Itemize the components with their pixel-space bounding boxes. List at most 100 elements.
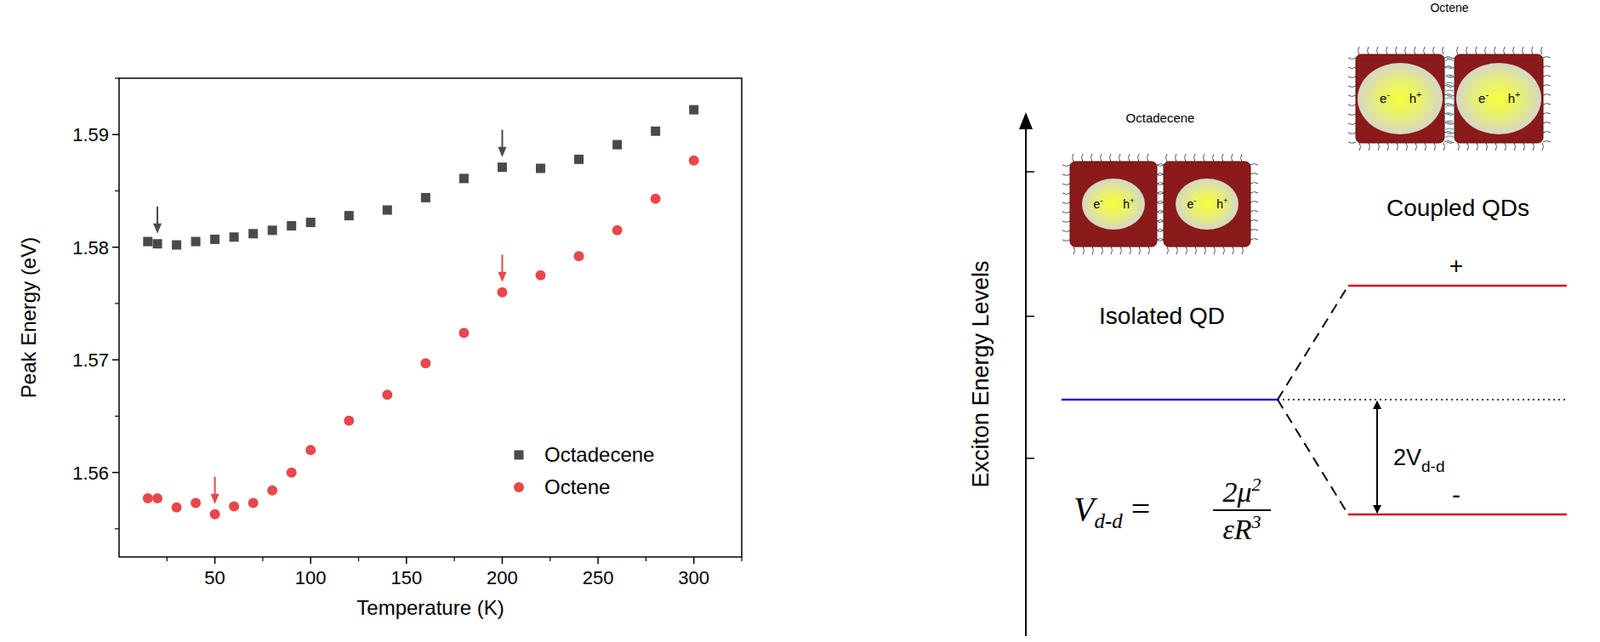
legend-marker [514, 450, 524, 461]
y-tick-label: 1.57 [72, 349, 109, 371]
quantum-dot: e-h+ [1062, 153, 1165, 255]
data-point [248, 228, 258, 239]
ligands [1348, 46, 1452, 151]
upper-level-sign: + [1449, 252, 1464, 280]
reference-level [1277, 398, 1567, 401]
electron-charge: - [1386, 89, 1390, 100]
electron-charge: - [1099, 195, 1103, 205]
data-point [267, 225, 278, 235]
electron-charge: - [1193, 195, 1196, 205]
solvent-label: Octadecene [1126, 110, 1196, 126]
x-tick [693, 557, 695, 564]
series-1 [142, 155, 700, 520]
data-point [381, 389, 393, 400]
quantum-dot: e-h+ [1446, 46, 1551, 151]
hole-symbol: h [1508, 91, 1515, 106]
formula-denominator: εR3 [1222, 511, 1261, 546]
data-point [688, 105, 699, 115]
marks [142, 105, 700, 520]
y-minor-tick [114, 77, 120, 79]
energy-axis-tick [1025, 315, 1035, 318]
x-minor-tick [166, 557, 168, 562]
legend: Octadecene Octene [513, 443, 655, 499]
quantum-dot: e-h+ [1155, 153, 1259, 255]
hole-label: h+ [1216, 195, 1229, 211]
formula-lhs: Vd-d= [1073, 489, 1151, 533]
figure: 501001502002503001.561.571.581.59Tempera… [0, 0, 1600, 642]
axes: 501001502002503001.561.571.581.59Tempera… [17, 78, 742, 620]
splitting-arrow [1376, 401, 1378, 513]
hole-symbol: h [1216, 197, 1224, 211]
splitting-label: 2Vd-d [1393, 444, 1446, 476]
legend-label: Octadecene [544, 443, 655, 467]
y-tick-label: 1.56 [72, 462, 109, 484]
isolated-level [1061, 398, 1278, 402]
y-tick [112, 133, 120, 136]
formula-numerator: 2μ2 [1222, 473, 1261, 508]
data-point [190, 497, 201, 508]
quantum-dot: e-h+ [1348, 46, 1452, 151]
x-tick [501, 557, 504, 564]
lower-level [1348, 513, 1567, 517]
y-axis-title: Peak Energy (eV) [17, 237, 40, 399]
electron-symbol: e [1093, 197, 1100, 211]
data-point [210, 234, 220, 245]
energy-axis-tick [1025, 170, 1035, 173]
x-tick-label: 300 [677, 567, 710, 589]
data-point [286, 467, 297, 479]
ligands [1446, 46, 1551, 151]
y-minor-tick [114, 528, 120, 530]
arrow-head [210, 494, 220, 505]
arrow-shaft [214, 477, 217, 496]
correlation-line [1277, 399, 1349, 515]
data-point [191, 237, 201, 247]
electron-label: e- [1186, 195, 1196, 211]
x-tick [405, 557, 408, 564]
formula-equals: = [1131, 489, 1151, 529]
y-minor-tick [114, 302, 120, 304]
numerator-sup: 2 [1252, 473, 1262, 496]
electron-label: e- [1379, 89, 1390, 106]
plot-frame [119, 78, 742, 558]
data-point [228, 501, 240, 512]
qd-shell [1355, 54, 1445, 143]
legend-label: Octene [544, 475, 610, 499]
hole-label: h+ [1508, 89, 1521, 106]
x-tick-label: 50 [204, 567, 225, 589]
hole-label: h+ [1122, 195, 1135, 211]
energy-axis-tick [1025, 457, 1035, 460]
data-point [650, 126, 661, 137]
y-tick-label: 1.59 [72, 124, 109, 146]
denominator-sup: 3 [1251, 511, 1262, 533]
data-point [248, 497, 259, 508]
splitting-sub: d-d [1421, 457, 1445, 476]
energy-axis [1024, 127, 1027, 637]
exciton-wavefunction [1357, 62, 1443, 135]
data-point [171, 240, 182, 251]
arrow-shaft [156, 206, 159, 226]
data-point [382, 204, 393, 215]
y-tick-label: 1.58 [72, 237, 109, 259]
data-point [152, 493, 163, 504]
data-point [229, 232, 240, 242]
data-point [142, 237, 153, 247]
hole-label: h+ [1409, 89, 1422, 106]
numerator-main: 2μ [1222, 476, 1252, 508]
x-tick [597, 557, 599, 564]
data-point [612, 140, 622, 150]
electron-symbol: e [1186, 197, 1194, 211]
arrow-head [153, 223, 162, 234]
data-point [305, 444, 316, 456]
hole-symbol: h [1122, 197, 1130, 211]
x-tick [214, 557, 217, 564]
energy-axis-arrow [1019, 112, 1033, 130]
diagram: Exciton Energy LevelsOctadecenee-h+e-h+I… [967, 0, 1567, 637]
x-tick-label: 200 [486, 567, 519, 589]
x-minor-tick [645, 557, 647, 562]
arrow-head [497, 147, 507, 158]
annotation-arrow [153, 206, 162, 234]
electron-label: e- [1093, 195, 1103, 211]
electron-charge: - [1485, 89, 1489, 100]
splitting-main: 2V [1393, 444, 1422, 471]
hole-charge: + [1129, 195, 1135, 205]
